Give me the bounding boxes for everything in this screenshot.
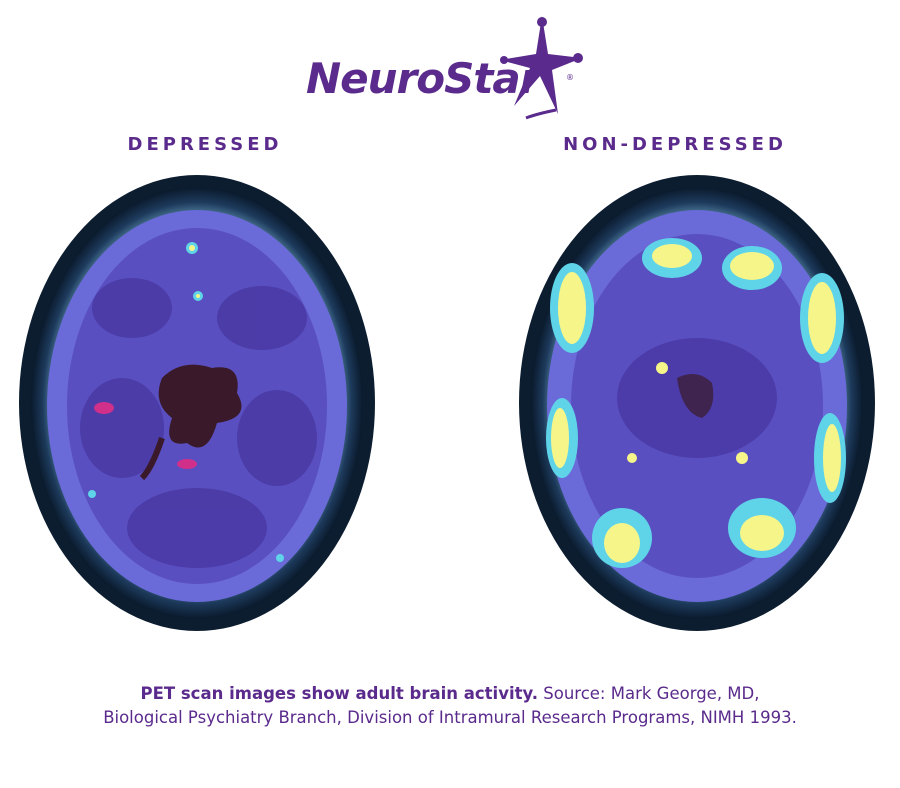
depressed-label: DEPRESSED: [127, 134, 283, 155]
star-figure-icon: ®: [500, 16, 583, 120]
caption-line-2: Biological Psychiatry Branch, Division o…: [103, 708, 797, 727]
registered-mark: ®: [566, 73, 574, 82]
non-depressed-label: NON-DEPRESSED: [563, 134, 787, 155]
caption: PET scan images show adult brain activit…: [40, 682, 860, 730]
caption-source: Source: Mark George, MD,: [538, 684, 760, 703]
depressed-brain-scan: [19, 175, 375, 631]
caption-line-1: PET scan images show adult brain activit…: [40, 682, 860, 706]
neurostar-logo: NeuroStar ®: [300, 14, 600, 124]
caption-bold: PET scan images show adult brain activit…: [140, 684, 539, 703]
non-depressed-brain-scan: [519, 175, 875, 631]
